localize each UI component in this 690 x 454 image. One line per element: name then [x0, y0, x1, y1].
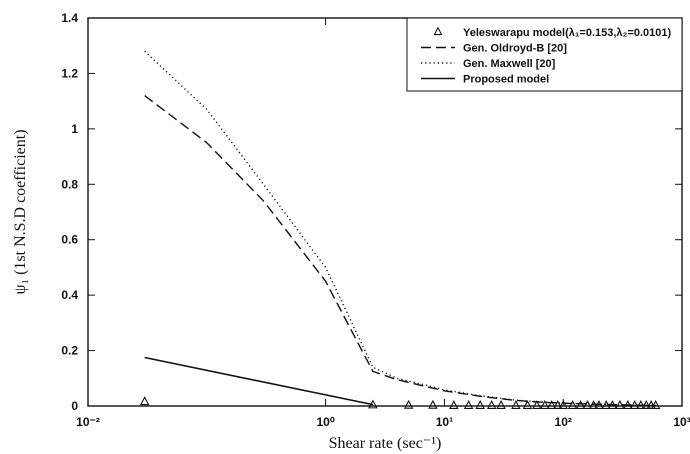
dotted-series-line — [144, 50, 656, 407]
legend: Yeleswarapu model(λ₁=0.153,λ₂=0.0101) Gen… — [406, 17, 683, 92]
triangle-data-point — [496, 400, 506, 409]
plot-frame — [87, 17, 683, 407]
x-tick-labels: 10⁻²10⁻⁴10⁰10¹10²10³ — [76, 415, 690, 429]
legend-entry-label: Gen. Maxwell [20] — [463, 58, 556, 70]
x-tick-label: 10⁰ — [317, 415, 335, 429]
y-tick-label: 0.2 — [61, 344, 78, 358]
y-tick-labels: 0 0.2 0.4 0.6 0.8 1 1.2 1.4 — [61, 11, 78, 413]
triangle-data-point — [553, 400, 563, 409]
legend-entry-label: Yeleswarapu model(λ₁=0.153,λ₂=0.0101) — [463, 27, 672, 39]
triangle-data-point — [582, 400, 593, 409]
legend-entry-label: Gen. Oldroyd-B [20] — [463, 43, 567, 55]
legend-entry-label: Proposed model — [463, 74, 549, 86]
y-tick-label: 1.2 — [61, 66, 78, 80]
y-tick-label: 0.4 — [61, 288, 78, 302]
triangle-data-point — [428, 399, 438, 409]
triangle-data-point — [403, 399, 414, 409]
y-tick-label: 1.4 — [61, 11, 78, 25]
y-tick-label: 0.6 — [61, 233, 78, 247]
triangle-data-point — [475, 400, 485, 409]
series-3 — [144, 356, 374, 406]
x-tick-label: 10² — [555, 415, 572, 429]
y-tick-label: 1 — [71, 122, 78, 136]
triangle-data-point — [449, 400, 459, 409]
triangle-data-point — [567, 400, 578, 409]
y-tick-label: 0.8 — [61, 177, 78, 191]
triangle-data-point — [433, 26, 443, 36]
triangle-data-point — [546, 400, 557, 409]
triangle-data-point — [575, 400, 586, 409]
series-1 — [144, 95, 656, 407]
dashed-series-line — [144, 95, 656, 407]
triangle-data-point — [463, 400, 474, 409]
y-axis-title: ψ₁ (1st N.S.D coefficient) — [12, 129, 29, 294]
series-2 — [144, 50, 656, 407]
series-0 — [139, 396, 661, 409]
solid-series-line — [144, 356, 374, 406]
x-axis-title: Shear rate (sec⁻¹) — [329, 435, 442, 452]
triangle-data-point — [139, 396, 150, 406]
plot-area — [87, 17, 683, 409]
series-layer — [139, 50, 661, 409]
triangle-data-point — [540, 400, 550, 409]
x-tick-label: 10³ — [673, 415, 690, 429]
triangle-data-point — [629, 400, 640, 409]
triangle-data-point — [558, 400, 568, 409]
x-tick-label: 10⁻² — [76, 415, 100, 429]
x-tick-label: 10¹ — [436, 415, 453, 429]
y-tick-label: 0 — [71, 399, 78, 413]
triangle-data-point — [486, 400, 497, 409]
triangle-data-point — [522, 400, 533, 409]
triangle-data-point — [532, 400, 542, 409]
triangle-data-point — [511, 400, 521, 409]
